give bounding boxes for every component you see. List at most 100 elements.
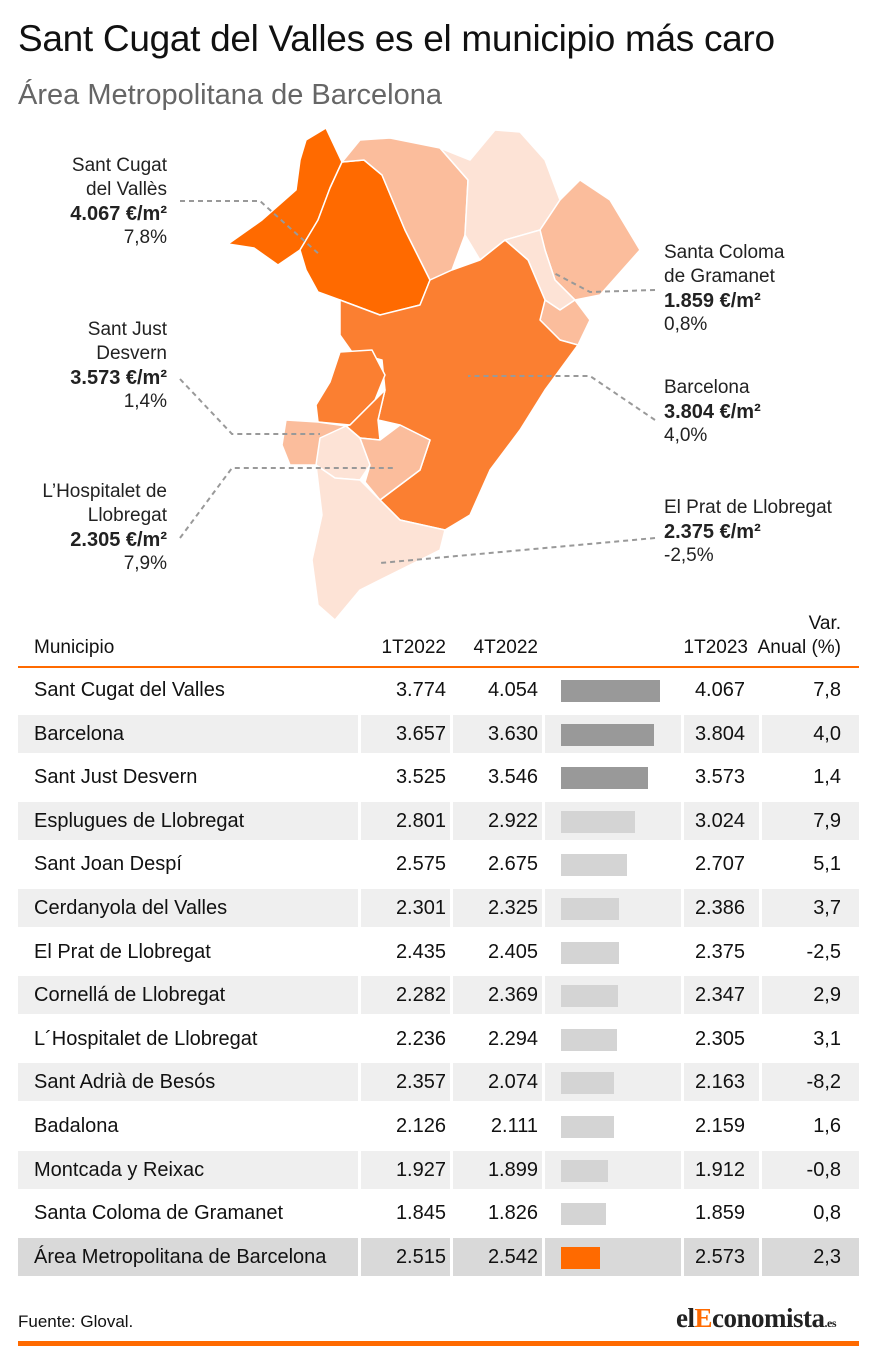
header-var-line1: Var.	[808, 613, 841, 634]
cell-municipio: Sant Cugat del Valles	[34, 679, 225, 701]
value-bar	[561, 723, 654, 746]
cell-municipio: Sant Adrià de Besós	[18, 1063, 358, 1102]
cell-var: 2,3	[762, 1237, 859, 1276]
cell-4t2022: 4.054	[487, 679, 538, 701]
cell-1t2023: 2.573	[684, 1237, 759, 1276]
cell-1t2022: 2.126	[395, 1114, 446, 1137]
brand-tld: .es	[824, 1316, 837, 1330]
cell-1t2023: 1.912	[684, 1150, 759, 1189]
cell-bar	[545, 1237, 681, 1276]
value-bar	[561, 1246, 601, 1269]
callout-change: 7,8%	[123, 227, 167, 248]
cell-bar	[545, 1150, 681, 1189]
cell-bar	[545, 1194, 681, 1232]
cell-4t2022: 2.111	[490, 1114, 538, 1137]
cell-4t2022: 2.542	[453, 1237, 542, 1276]
cell-municipio: Esplugues de Llobregat	[18, 801, 358, 840]
cell-1t2023: 4.067	[694, 679, 745, 701]
table-row: Badalona 2.126 2.111 2.159 1,6	[18, 1104, 859, 1148]
cell-bar	[545, 845, 681, 883]
callout-name: Desvern	[96, 343, 167, 364]
cell-1t2023: 3.024	[684, 801, 759, 840]
header-1t2022: 1T2022	[381, 637, 446, 658]
value-bar	[561, 767, 648, 790]
callout-name: Llobregat	[87, 505, 167, 526]
cell-var: -8,2	[762, 1063, 859, 1102]
cell-var: -0,8	[762, 1150, 859, 1189]
value-bar	[561, 1203, 607, 1226]
cell-4t2022: 1.899	[453, 1150, 542, 1189]
cell-1t2023: 2.163	[684, 1063, 759, 1102]
table-row: Sant Joan Despí 2.575 2.675 2.707 5,1	[18, 842, 859, 886]
cell-municipio: Sant Just Desvern	[34, 766, 198, 789]
value-bar	[561, 680, 660, 702]
cell-4t2022: 2.405	[487, 940, 538, 963]
callout-price: 2.305 €/m²	[70, 529, 167, 551]
cell-municipio: Barcelona	[18, 714, 358, 753]
table-row: Sant Adrià de Besós 2.357 2.074 2.163 -8,2	[18, 1060, 859, 1104]
cell-4t2022: 1.826	[487, 1202, 538, 1225]
cell-4t2022: 2.325	[453, 888, 542, 927]
table-body: Sant Cugat del Valles 3.774 4.054 4.067 7,8 B…	[18, 668, 859, 1278]
cell-bar	[545, 933, 681, 971]
leader-line-sant-just	[179, 378, 320, 435]
value-bar	[561, 985, 619, 1008]
cell-bar	[545, 976, 681, 1015]
callout-sant-just: Sant Just Desvern 3.573 €/m² 1,4%	[70, 318, 167, 414]
callout-price: 4.067 €/m²	[70, 203, 167, 225]
source-note: Fuente: Gloval.	[18, 1312, 134, 1331]
cell-municipio: Cerdanyola del Valles	[18, 888, 358, 927]
cell-1t2023: 3.804	[684, 714, 759, 753]
map-region-cerdanyola	[341, 137, 469, 281]
cell-1t2022: 2.236	[395, 1027, 446, 1050]
cell-1t2023: 3.573	[694, 766, 745, 789]
page-subtitle: Área Metropolitana de Barcelona	[18, 79, 442, 111]
callout-el-prat: El Prat de Llobregat 2.375 €/m² -2,5%	[664, 496, 832, 568]
cell-1t2023: 2.305	[694, 1027, 745, 1050]
cell-municipio: L´Hospitalet de Llobregat	[34, 1027, 258, 1050]
cell-1t2022: 3.774	[395, 679, 446, 701]
leader-line-el-prat	[379, 537, 656, 564]
cell-var: 1,6	[813, 1114, 841, 1137]
cell-1t2022: 1.927	[361, 1150, 450, 1189]
cell-1t2022: 2.357	[361, 1063, 450, 1102]
brand-logo: elEconomista.es	[676, 1303, 836, 1334]
leader-line-hospitalet	[179, 467, 395, 539]
cell-1t2022: 2.435	[395, 940, 446, 963]
cell-4t2022: 2.074	[453, 1063, 542, 1102]
header-var-line2: Anual (%)	[757, 637, 841, 658]
cell-4t2022: 2.369	[453, 976, 542, 1015]
cell-bar	[545, 671, 681, 709]
municipality-map	[179, 127, 656, 620]
table-row: Cornellá de Llobregat 2.282 2.369 2.347 2,9	[18, 973, 859, 1017]
callout-santa-coloma: Santa Coloma de Gramanet 1.859 €/m² 0,8%	[664, 241, 784, 337]
cell-municipio: Sant Joan Despí	[34, 853, 182, 876]
value-bar	[561, 897, 620, 920]
callout-name: del Vallès	[86, 179, 167, 200]
cell-bar	[545, 1107, 681, 1145]
cell-1t2023: 2.386	[684, 888, 759, 927]
leader-line-santa-coloma	[551, 271, 656, 294]
table-row: Santa Coloma de Gramanet 1.845 1.826 1.859 0…	[18, 1191, 859, 1235]
cell-var: 4,0	[762, 714, 859, 753]
cell-var: 3,7	[762, 888, 859, 927]
cell-4t2022: 3.546	[487, 766, 538, 789]
brand-e: E	[694, 1303, 712, 1333]
callout-change: 0,8%	[664, 314, 708, 335]
brand-rest: conomista	[712, 1303, 825, 1333]
value-bar	[561, 1115, 614, 1138]
header-1t2023: 1T2023	[683, 637, 748, 658]
callout-name: de Gramanet	[664, 266, 775, 287]
cell-4t2022: 3.630	[453, 714, 542, 753]
cell-1t2023: 2.347	[684, 976, 759, 1015]
callout-price: 3.804 €/m²	[664, 401, 761, 423]
cell-4t2022: 2.294	[487, 1027, 538, 1050]
cell-1t2023: 1.859	[694, 1202, 745, 1225]
table-row: Sant Cugat del Valles 3.774 4.054 4.067 7,8	[18, 668, 859, 712]
table-row: Sant Just Desvern 3.525 3.546 3.573 1,4	[18, 755, 859, 799]
cell-1t2022: 3.525	[395, 766, 446, 789]
callout-name: L’Hospitalet de	[42, 481, 167, 502]
cell-var: 2,9	[762, 976, 859, 1015]
callout-change: 4,0%	[664, 425, 708, 446]
table-row: L´Hospitalet de Llobregat 2.236 2.294 2.305…	[18, 1017, 859, 1061]
